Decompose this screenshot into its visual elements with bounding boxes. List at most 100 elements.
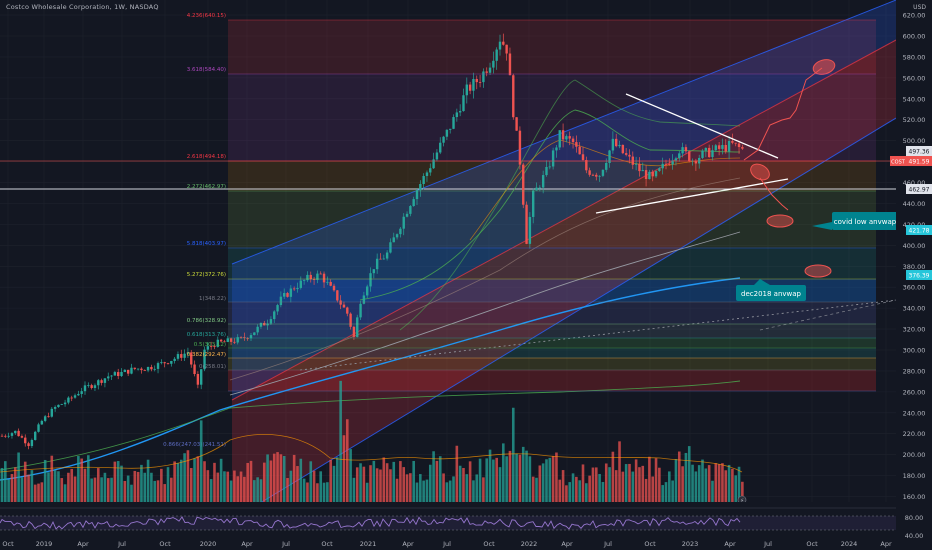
volume-bar [684,452,688,502]
candle-body [445,129,449,137]
candle-body [372,269,376,274]
candle-body [389,242,392,253]
volume-bar [296,466,299,502]
volume-bar [608,467,611,502]
volume-bar [30,470,34,502]
volume-bar [428,464,432,502]
volume-bar [721,463,724,502]
volume-bar [83,468,87,502]
volume-bar [80,458,83,502]
candle-body [183,353,186,358]
candle-body [30,439,34,447]
candle-body [53,406,57,409]
candle-body [27,443,30,447]
volume-bar [485,458,489,502]
callout-covid[interactable]: covid low anvwap [812,212,898,230]
candle-body [326,281,329,283]
candle-body [528,216,532,244]
candle-body [608,150,611,163]
candle-body [598,175,601,177]
price-axis[interactable]: 160.00 180.00 200.00 220.00 240.00 260.00 280.… [890,0,932,550]
candle-body [63,402,67,405]
time-axis[interactable]: Oct 2019 Apr Jul Oct 2020 Apr Jul Oct 2021 Apr Jul O… [2,540,892,548]
candle-body [684,147,688,152]
volume-bar [229,480,233,502]
fib-label: 5.272(372.76) [187,272,226,278]
candle-body [60,404,63,405]
callout-dec2018[interactable]: dec2018 anvwap [736,279,806,301]
candle-body [103,378,107,383]
volume-bar [253,480,256,502]
currency-label: USD [913,4,926,11]
candle-body [575,142,578,147]
candle-body [415,190,419,200]
volume-bar [664,482,668,502]
volume-ma-line [0,434,743,473]
time-tick: Jul [281,540,290,548]
volume-bar [442,473,445,502]
price-tick: 160.00 [903,493,926,501]
volume-bar [531,476,535,502]
volume-bar [594,467,598,502]
candle-body [349,313,352,327]
triangle-upper-line[interactable] [625,93,779,159]
volume-bar [455,445,459,502]
candle-body [90,385,93,388]
fib-label: 0.5(303.12) [194,342,226,348]
volume-bar [170,477,173,502]
volume-bar [123,481,127,502]
candle-body [482,71,485,83]
volume-bar [306,482,309,502]
triangle-lower-line[interactable] [595,178,789,214]
volume-bar [53,470,57,502]
volume-bar [186,450,190,502]
candle-body [113,372,117,376]
candle-body [638,163,641,172]
projection-path [743,59,836,278]
alert-icon[interactable] [737,495,747,504]
candle-body [256,326,259,333]
candle-body [133,367,136,369]
candle-body [478,82,482,83]
target-ellipse-current[interactable] [748,161,772,183]
volume-bar [515,453,518,502]
volume-bar [50,455,54,502]
volume-bar [628,463,631,502]
volume-bar [741,481,744,502]
candle-body [209,346,213,347]
price-tag-value: 491.59 [909,159,930,166]
time-tick: Oct [644,540,656,548]
candle-body [236,337,239,343]
candle-body [468,84,472,91]
candle-body [385,252,389,259]
candle-body [541,175,545,188]
price-candles[interactable] [0,33,744,450]
volume-bar [279,454,283,502]
target-ellipse-low[interactable] [804,264,832,278]
volume-bar [176,463,180,502]
candle-body [449,128,452,130]
price-tag-value: 376.39 [909,273,930,280]
target-ellipse-mid[interactable] [766,214,794,228]
volume-bar [495,457,498,502]
price-tick: 340.00 [903,305,926,313]
volume-bar [521,446,525,502]
volume-bar [116,461,120,502]
volume-bar [694,471,698,502]
candle-body [631,156,634,165]
candle-body [644,170,648,180]
candle-body [0,435,4,437]
candle-body [671,160,674,165]
price-tag [906,225,932,235]
candle-body [518,130,522,165]
candle-body [641,170,644,172]
candle-body [246,338,249,339]
volume-bar [160,468,163,502]
candle-body [648,171,651,180]
candle-body [239,337,243,338]
volume-bar [213,462,216,502]
volume-bar [106,478,110,502]
volume-bar [239,471,243,502]
candle-body [292,288,296,290]
